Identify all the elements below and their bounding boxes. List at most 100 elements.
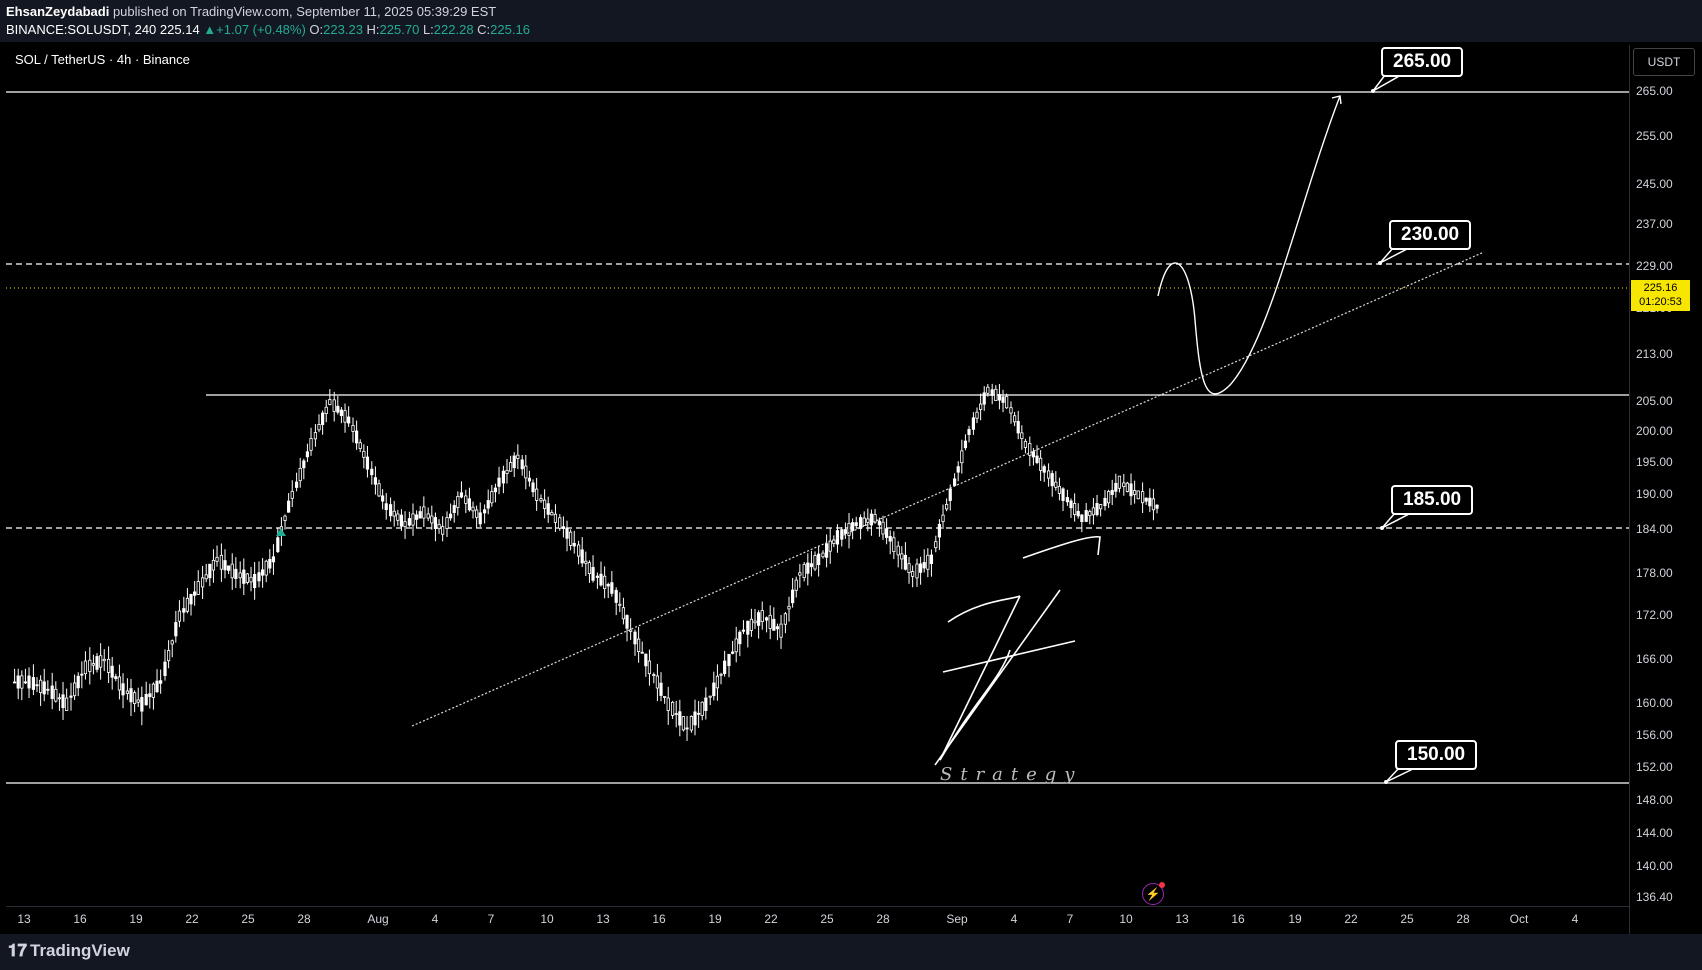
candle-body — [136, 699, 140, 703]
level-label-150.00[interactable]: 150.00 — [1395, 740, 1478, 770]
level-label-230.00[interactable]: 230.00 — [1389, 220, 1472, 250]
notification-dot — [1159, 882, 1165, 888]
candle-body — [881, 521, 885, 535]
currency-unit-button[interactable]: USDT — [1633, 48, 1695, 76]
candle-body — [625, 615, 629, 629]
price-tick-label: 166.00 — [1636, 652, 1673, 666]
candle-body — [396, 513, 400, 521]
high-value: 225.70 — [379, 22, 420, 37]
time-tick-label: 13 — [596, 912, 610, 926]
projection-arrow-path[interactable] — [1157, 95, 1341, 395]
candle-body — [572, 542, 576, 547]
candle-body — [986, 386, 990, 394]
candle-body — [177, 610, 182, 622]
callout-pointer — [1372, 74, 1402, 92]
price-tick-label: 255.00 — [1636, 129, 1673, 143]
candle-body — [449, 513, 453, 519]
candle-body — [1073, 503, 1077, 515]
level-label-185.00[interactable]: 185.00 — [1391, 485, 1474, 515]
candle-body — [731, 651, 735, 654]
candle-body — [336, 405, 340, 413]
ascending-trendline[interactable] — [411, 251, 1485, 727]
candle-body — [182, 608, 186, 613]
candle-body — [553, 513, 558, 523]
time-tick-label: 19 — [129, 912, 143, 926]
signature-stroke-long — [934, 589, 1061, 766]
level-callout-pointers — [1371, 74, 1416, 784]
candle-body — [652, 674, 656, 676]
time-tick-label: 4 — [1571, 912, 1579, 926]
candle-body — [490, 491, 494, 504]
candle-body — [873, 514, 877, 523]
price-tick-label: 265.00 — [1636, 84, 1673, 98]
candle-body — [167, 650, 171, 662]
candle-body — [1042, 466, 1046, 473]
time-tick-label: 10 — [1119, 912, 1133, 926]
candle-body — [317, 424, 321, 431]
price-tick-label: 160.00 — [1636, 696, 1673, 710]
candle-body — [945, 503, 949, 510]
candle-body — [441, 526, 445, 535]
candle-body — [512, 455, 516, 469]
chart-pane[interactable] — [6, 45, 1629, 934]
lightning-icon[interactable]: ⚡ — [1142, 882, 1165, 905]
candle-body — [497, 477, 501, 487]
candle-body — [1057, 485, 1062, 494]
candle-body — [689, 715, 694, 731]
time-tick-label: 19 — [708, 912, 722, 926]
candle-body — [403, 521, 407, 528]
candle-body — [486, 500, 490, 509]
candle-body — [46, 688, 50, 691]
candle-body — [666, 697, 670, 711]
candle-body — [546, 503, 550, 515]
event-marker-icon[interactable] — [276, 528, 286, 536]
candle-body — [91, 663, 96, 666]
candle-body — [903, 554, 908, 570]
low-value: 222.28 — [433, 22, 474, 37]
candle-body — [1020, 432, 1024, 439]
candle-body — [840, 529, 844, 540]
candle-body — [1091, 507, 1096, 516]
candle-body — [802, 563, 806, 579]
candle-body — [73, 682, 77, 697]
candle-body — [415, 514, 419, 520]
tradingview-icon: 𝟏𝟕 — [8, 941, 27, 961]
candle-body — [671, 701, 675, 716]
candle-body — [245, 573, 250, 583]
author-name[interactable]: EhsanZeydabadi — [6, 4, 110, 19]
candle-body — [595, 575, 600, 578]
candle-body — [760, 610, 764, 623]
candle-body — [290, 490, 294, 499]
time-tick-label: 19 — [1288, 912, 1302, 926]
candle-body — [31, 677, 36, 690]
signature-stroke-top — [947, 595, 1021, 623]
candle-body — [866, 518, 870, 523]
candle-body — [734, 638, 738, 653]
candle-body — [655, 675, 660, 689]
callout-anchor-dot — [1380, 526, 1384, 530]
candle-body — [223, 560, 227, 571]
tradingview-logo[interactable]: 𝟏𝟕 TradingView — [8, 941, 130, 961]
price-tick-label: 213.00 — [1636, 347, 1673, 361]
time-tick-label: 13 — [17, 912, 31, 926]
candle-body — [907, 563, 911, 573]
candle-body — [27, 675, 31, 689]
price-tick-label: 144.00 — [1636, 826, 1673, 840]
candle-body — [1031, 451, 1036, 458]
candle-body — [121, 683, 125, 696]
close-label: C: — [477, 22, 491, 37]
candle-body — [1107, 491, 1111, 504]
candle-body — [204, 574, 208, 580]
candle-body — [712, 682, 716, 697]
time-tick-label: 16 — [1231, 912, 1245, 926]
candle-body — [151, 683, 156, 698]
brand-name: TradingView — [30, 941, 130, 960]
price-tick-label: 148.00 — [1636, 793, 1673, 807]
candle-body — [768, 614, 772, 629]
time-tick-label: 28 — [297, 912, 311, 926]
candle-body — [384, 503, 388, 511]
candle-body — [65, 697, 69, 711]
candle-body — [328, 399, 332, 405]
level-label-265.00[interactable]: 265.00 — [1381, 47, 1464, 77]
